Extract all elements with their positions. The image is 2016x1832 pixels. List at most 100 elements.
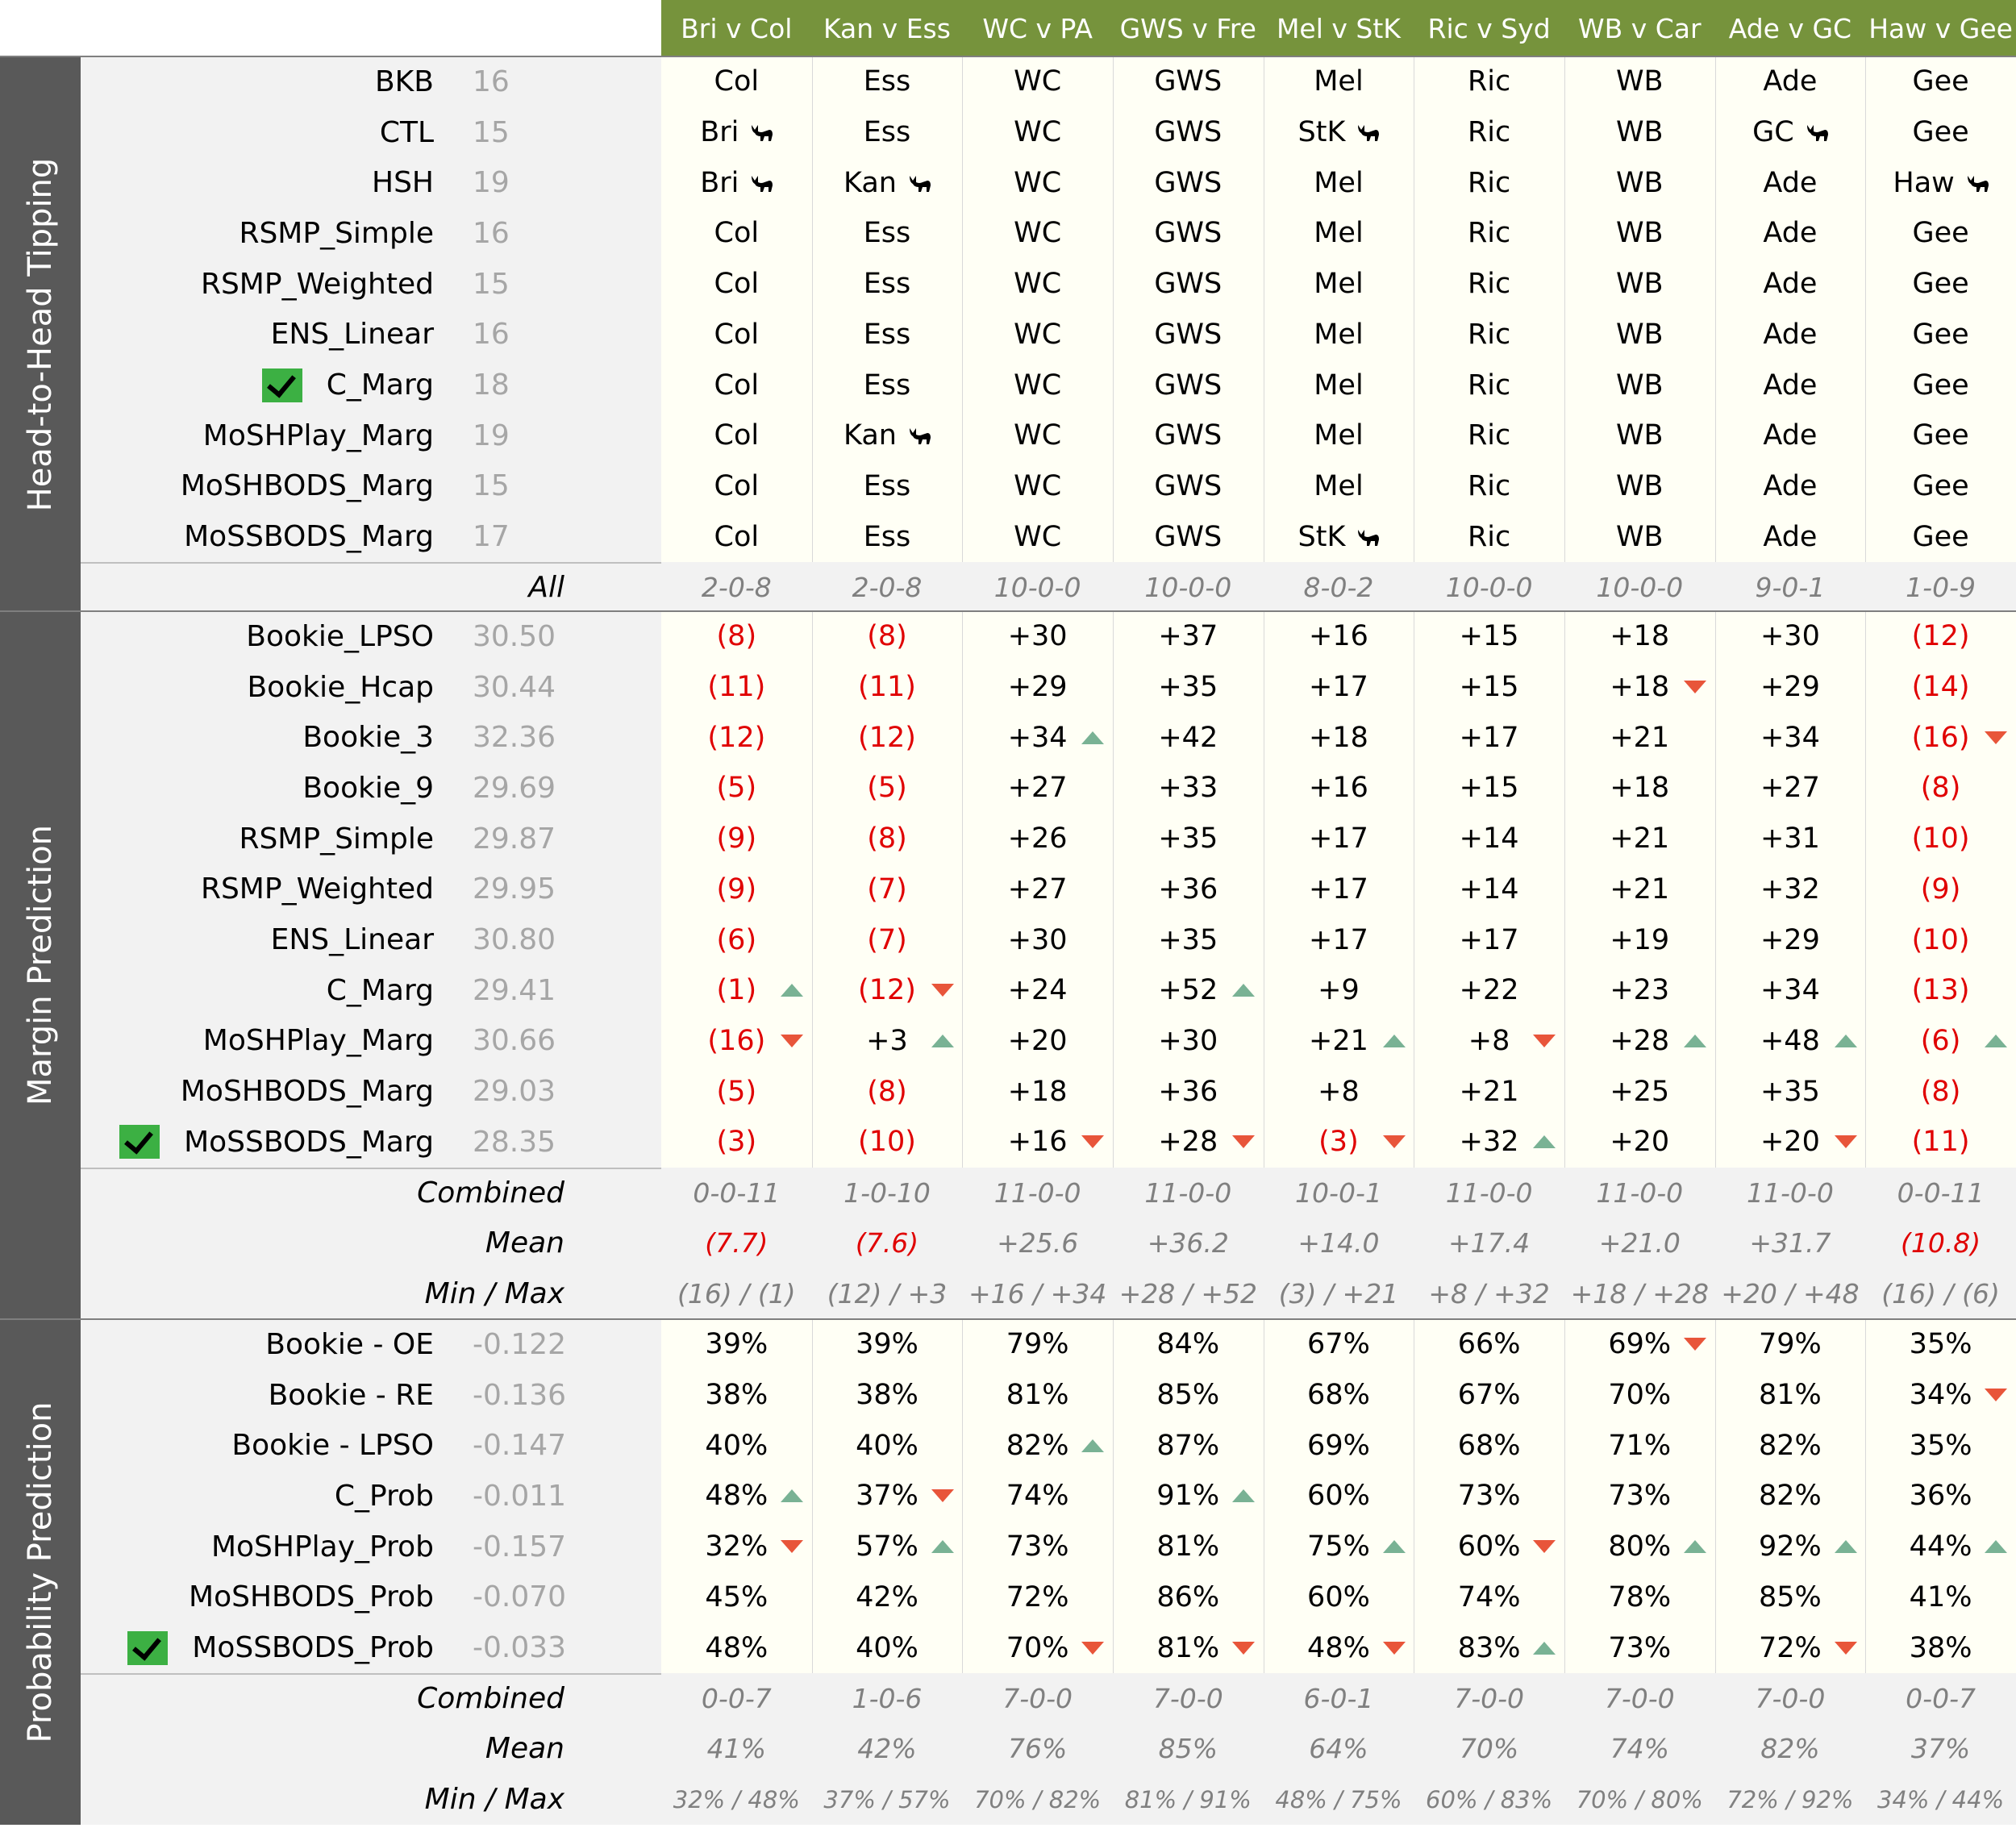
cell-ric-v-syd: +17 — [1414, 712, 1564, 763]
cell-haw-v-gee: 36% — [1865, 1471, 2016, 1522]
cell-haw-v-gee: (11) — [1865, 1117, 2016, 1168]
triangle-down-icon — [1081, 1641, 1105, 1655]
summary-cell: 2-0-8 — [701, 571, 772, 603]
cell-value: 38% — [856, 1379, 918, 1412]
cell-value: Col — [714, 268, 760, 301]
model-name-text: RSMP_Weighted — [200, 872, 434, 906]
summary-cell: 0-0-7 — [1906, 1682, 1976, 1714]
cell-ade-v-gc: 82% — [1715, 1471, 1866, 1522]
triangle-down-icon — [1683, 681, 1706, 694]
column-divider — [1113, 1319, 1114, 1825]
cell-ade-v-gc: 82% — [1715, 1420, 1866, 1471]
cell-bri-v-col: (5) — [661, 763, 812, 814]
cell-kan-v-ess: (8) — [812, 814, 963, 864]
model-name: Bookie_Hcap — [81, 671, 434, 704]
cell-value: Ess — [863, 368, 911, 402]
cell-mel-v-stk: +9 — [1264, 965, 1414, 1016]
cell-ade-v-gc: Ade — [1715, 360, 1866, 410]
cell-value: +21 — [1610, 822, 1670, 856]
cell-wc-v-pa: +29 — [962, 662, 1113, 713]
cell-value: Ade — [1763, 419, 1818, 452]
cell-wc-v-pa: 81% — [962, 1370, 1113, 1421]
cell-mel-v-stk: Mel — [1264, 410, 1414, 461]
triangle-down-icon — [931, 984, 954, 997]
cell-value: +52 — [1158, 974, 1218, 1007]
table-row: Bookie - LPSO -0.147 40% 40% 82% 87% 69% 68% 71%… — [81, 1420, 2016, 1471]
cell-value: (12) — [1911, 620, 1970, 653]
cell-value: Ade — [1763, 217, 1818, 250]
summary-cell: +14.0 — [1297, 1227, 1380, 1260]
cell-wb-v-car: WB — [1564, 157, 1715, 208]
cell-value: Mel — [1314, 65, 1364, 98]
name-column — [81, 56, 661, 613]
cell-value: (16) — [707, 1024, 766, 1057]
cell-value: Ess — [863, 520, 911, 553]
name-column — [81, 611, 661, 1319]
cell-mel-v-stk: (3) — [1264, 1117, 1414, 1168]
cell-value: Gee — [1912, 368, 1969, 402]
cell-value: 82% — [1006, 1429, 1069, 1462]
summary-cell: +17.4 — [1448, 1227, 1531, 1260]
cell-value: Ade — [1763, 318, 1818, 351]
cell-ric-v-syd: +15 — [1414, 763, 1564, 814]
triangle-down-icon — [1533, 1034, 1556, 1047]
cell-value: +18 — [1309, 721, 1368, 754]
column-divider — [811, 611, 813, 1319]
cell-gws-v-fre: GWS — [1113, 461, 1264, 512]
cell-value: +42 — [1158, 721, 1218, 754]
model-name: RSMP_Weighted — [81, 268, 434, 301]
cell-kan-v-ess: (10) — [812, 1117, 963, 1168]
table-row: RSMP_Weighted 15 Col Ess WC GWS Mel Ric WB Ade Gee — [81, 259, 2016, 310]
cell-mel-v-stk: +17 — [1264, 814, 1414, 864]
summary-row: Mean (7.7) (7.6) +25.6 +36.2 +14.0 +17.4 +21.0 +… — [81, 1218, 2016, 1269]
cell-value: GWS — [1154, 318, 1223, 351]
model-name-text: C_Marg — [326, 368, 434, 402]
model-name-text: MoSHPlay_Marg — [202, 418, 434, 452]
cell-value: GWS — [1154, 166, 1223, 199]
table-row: RSMP_Simple 29.87 (9) (8) +26 +35 +17 +14 +21 +31… — [81, 814, 2016, 864]
table-row: MoSSBODS_Prob -0.033 48% 40% 70% 81% 48% 83% 73%… — [81, 1622, 2016, 1673]
cell-mel-v-stk: +16 — [1264, 611, 1414, 662]
cell-value: +28 — [1158, 1126, 1218, 1159]
model-name-text: MoSSBODS_Marg — [184, 520, 434, 554]
triangle-up-icon — [1231, 984, 1255, 997]
model-name-text: MoSHBODS_Marg — [180, 1075, 434, 1109]
cell-kan-v-ess: (12) — [812, 712, 963, 763]
cell-gws-v-fre: 86% — [1113, 1572, 1264, 1623]
cell-bri-v-col: 40% — [661, 1420, 812, 1471]
summary-cell: +31.7 — [1749, 1227, 1831, 1260]
model-name: HSH — [81, 166, 434, 199]
section-label-text: Head-to-Head Tipping — [22, 157, 59, 512]
cell-mel-v-stk: Mel — [1264, 310, 1414, 360]
model-name-text: Bookie_9 — [302, 771, 434, 805]
cell-wb-v-car: +18 — [1564, 763, 1715, 814]
model-name: ENS_Linear — [81, 923, 434, 956]
cell-value: +15 — [1459, 620, 1519, 653]
cell-bri-v-col: Col — [661, 208, 812, 259]
cell-kan-v-ess: Ess — [812, 310, 963, 360]
cell-value: +21 — [1309, 1024, 1368, 1057]
cell-bri-v-col: Col — [661, 410, 812, 461]
cell-wc-v-pa: +34 — [962, 712, 1113, 763]
data-area — [661, 56, 2016, 613]
cell-value: WB — [1615, 318, 1664, 351]
cell-ric-v-syd: +8 — [1414, 1016, 1564, 1067]
cell-wb-v-car: 73% — [1564, 1622, 1715, 1673]
table-row: MoSHPlay_Marg 19 Col Kan WC GWS Mel Ric WB Ade Gee — [81, 410, 2016, 461]
section-h2h: Head-to-Head Tipping BKB 16 Col Ess WC GWS Mel R… — [0, 56, 2016, 613]
model-name-text: Bookie - LPSO — [231, 1429, 434, 1463]
cell-kan-v-ess: Ess — [812, 208, 963, 259]
cell-mel-v-stk: +18 — [1264, 712, 1414, 763]
model-name: C_Marg — [81, 368, 434, 402]
cell-value: Ade — [1763, 469, 1818, 502]
cell-value: GWS — [1154, 368, 1223, 402]
cell-kan-v-ess: (5) — [812, 763, 963, 814]
cell-value: 73% — [1457, 1480, 1521, 1513]
cell-value: Ric — [1467, 469, 1511, 502]
summary-cell: +36.2 — [1147, 1227, 1229, 1260]
table-row: C_Prob -0.011 48% 37% 74% 91% 60% 73% 73% 82% 36% — [81, 1471, 2016, 1522]
summary-cell: +25.6 — [997, 1227, 1079, 1260]
cell-value: 72% — [1759, 1631, 1822, 1664]
cell-gws-v-fre: +35 — [1113, 662, 1264, 713]
cell-haw-v-gee: (6) — [1865, 1016, 2016, 1067]
